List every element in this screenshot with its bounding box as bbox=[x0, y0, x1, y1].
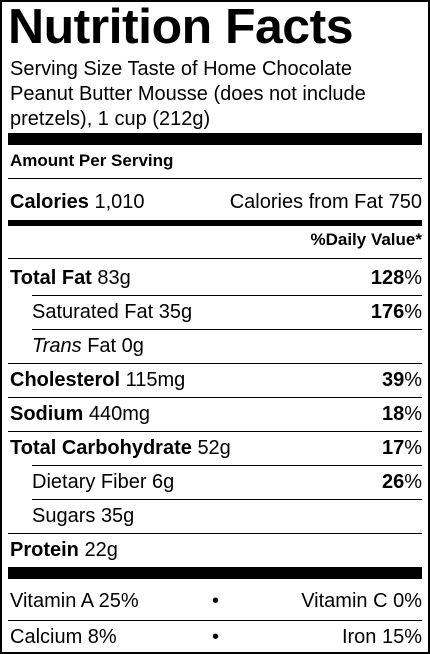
percent-sign: % bbox=[404, 403, 422, 425]
dietary-fiber-dv: 26 bbox=[381, 471, 405, 493]
calories-label: Calories bbox=[10, 191, 89, 213]
trans-fat-amount: 0g bbox=[121, 335, 144, 357]
sugars-amount: 35g bbox=[100, 505, 135, 527]
calories-row: Calories 1,010 Calories from Fat 750 bbox=[10, 186, 422, 218]
divider bbox=[32, 499, 422, 500]
percent-sign: % bbox=[404, 369, 422, 391]
thick-divider bbox=[8, 133, 422, 145]
divider bbox=[8, 178, 422, 179]
medium-divider bbox=[8, 220, 422, 226]
amount-per-serving: Amount Per Serving bbox=[10, 151, 174, 170]
protein-label: Protein bbox=[10, 539, 79, 561]
total-fat-dv: 128 bbox=[370, 267, 405, 289]
divider bbox=[32, 465, 422, 466]
vitamin-row-1: Vitamin A 25% • Vitamin C 0% bbox=[10, 585, 422, 617]
cholesterol-amount: 115mg bbox=[125, 369, 186, 391]
percent-sign: % bbox=[404, 471, 422, 493]
bullet-separator: • bbox=[212, 590, 220, 612]
calcium: Calcium 8% bbox=[10, 626, 117, 648]
trans-fat-label: Fat bbox=[87, 335, 117, 357]
daily-value-header: %Daily Value* bbox=[310, 230, 422, 249]
percent-sign: % bbox=[404, 301, 422, 323]
saturated-fat-amount: 35g bbox=[158, 301, 193, 323]
sodium-dv: 18 bbox=[381, 403, 405, 425]
label-title: Nutrition Facts bbox=[8, 0, 354, 54]
sodium-amount: 440mg bbox=[88, 403, 151, 425]
serving-size: Serving Size Taste of Home Chocolate Pea… bbox=[10, 58, 366, 130]
total-fat-row: Total Fat 83g 128% bbox=[10, 262, 422, 294]
saturated-fat-label: Saturated Fat bbox=[32, 301, 154, 323]
bullet-separator: • bbox=[212, 626, 220, 648]
vitamin-row-2: Calcium 8% • Iron 15% bbox=[10, 621, 422, 653]
divider bbox=[8, 258, 422, 259]
total-carbohydrate-amount: 52g bbox=[197, 437, 231, 459]
dietary-fiber-amount: 6g bbox=[152, 471, 175, 493]
divider bbox=[8, 431, 422, 432]
trans-fat-italic-label: Trans bbox=[32, 335, 82, 357]
divider bbox=[8, 397, 422, 398]
daily-value-header-row: %Daily Value* bbox=[10, 224, 422, 256]
total-fat-label: Total Fat bbox=[10, 267, 92, 289]
divider bbox=[32, 295, 422, 296]
percent-sign: % bbox=[404, 437, 422, 459]
thick-divider bbox=[8, 567, 422, 579]
sodium-row: Sodium 440mg 18% bbox=[10, 398, 422, 430]
iron: Iron 15% bbox=[341, 626, 422, 648]
dietary-fiber-row: Dietary Fiber 6g 26% bbox=[32, 466, 422, 498]
trans-fat-row: Trans Fat 0g bbox=[32, 330, 422, 362]
cholesterol-label: Cholesterol bbox=[10, 369, 121, 391]
protein-amount: 22g bbox=[84, 539, 118, 561]
dietary-fiber-label: Dietary Fiber bbox=[32, 471, 147, 493]
cholesterol-dv: 39 bbox=[381, 369, 405, 391]
vitamin-a: Vitamin A 25% bbox=[10, 590, 139, 612]
saturated-fat-dv: 176 bbox=[370, 301, 405, 323]
calories-value: 1,010 bbox=[94, 191, 145, 213]
divider bbox=[32, 329, 422, 330]
divider bbox=[8, 363, 422, 364]
total-carbohydrate-row: Total Carbohydrate 52g 17% bbox=[10, 432, 422, 464]
total-carbohydrate-dv: 17 bbox=[381, 437, 405, 459]
protein-row: Protein 22g bbox=[10, 534, 422, 566]
sugars-row: Sugars 35g bbox=[32, 500, 422, 532]
cholesterol-row: Cholesterol 115mg 39% bbox=[10, 364, 422, 396]
percent-sign: % bbox=[404, 267, 422, 289]
vitamin-c: Vitamin C 0% bbox=[301, 590, 422, 612]
total-carbohydrate-label: Total Carbohydrate bbox=[10, 437, 192, 459]
divider bbox=[8, 620, 422, 621]
divider bbox=[8, 533, 422, 534]
calories-from-fat: Calories from Fat 750 bbox=[229, 191, 422, 213]
saturated-fat-row: Saturated Fat 35g 176% bbox=[32, 296, 422, 328]
sugars-label: Sugars bbox=[32, 505, 96, 527]
total-fat-amount: 83g bbox=[97, 267, 131, 289]
sodium-label: Sodium bbox=[10, 403, 84, 425]
